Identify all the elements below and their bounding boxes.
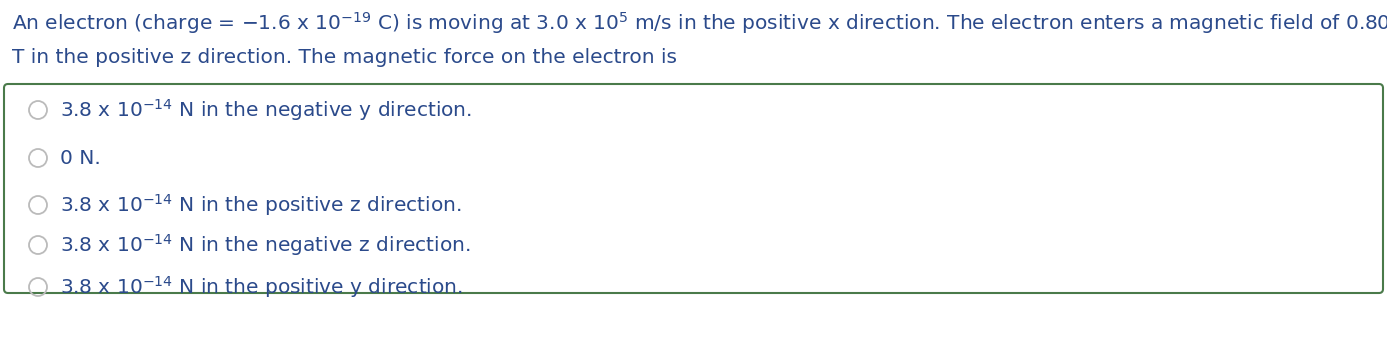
Text: 3.8 x 10$^{-14}$ N in the positive y direction.: 3.8 x 10$^{-14}$ N in the positive y dir… [60, 274, 463, 300]
FancyBboxPatch shape [4, 84, 1383, 293]
Text: 0 N.: 0 N. [60, 149, 101, 168]
Text: 3.8 x 10$^{-14}$ N in the negative z direction.: 3.8 x 10$^{-14}$ N in the negative z dir… [60, 232, 470, 258]
Text: An electron (charge = −1.6 x 10$^{-19}$ C) is moving at 3.0 x 10$^{5}$ m/s in th: An electron (charge = −1.6 x 10$^{-19}$ … [12, 10, 1387, 36]
Text: 3.8 x 10$^{-14}$ N in the negative y direction.: 3.8 x 10$^{-14}$ N in the negative y dir… [60, 97, 472, 123]
Text: 3.8 x 10$^{-14}$ N in the positive z direction.: 3.8 x 10$^{-14}$ N in the positive z dir… [60, 192, 462, 218]
Text: T in the positive z direction. The magnetic force on the electron is: T in the positive z direction. The magne… [12, 48, 677, 67]
